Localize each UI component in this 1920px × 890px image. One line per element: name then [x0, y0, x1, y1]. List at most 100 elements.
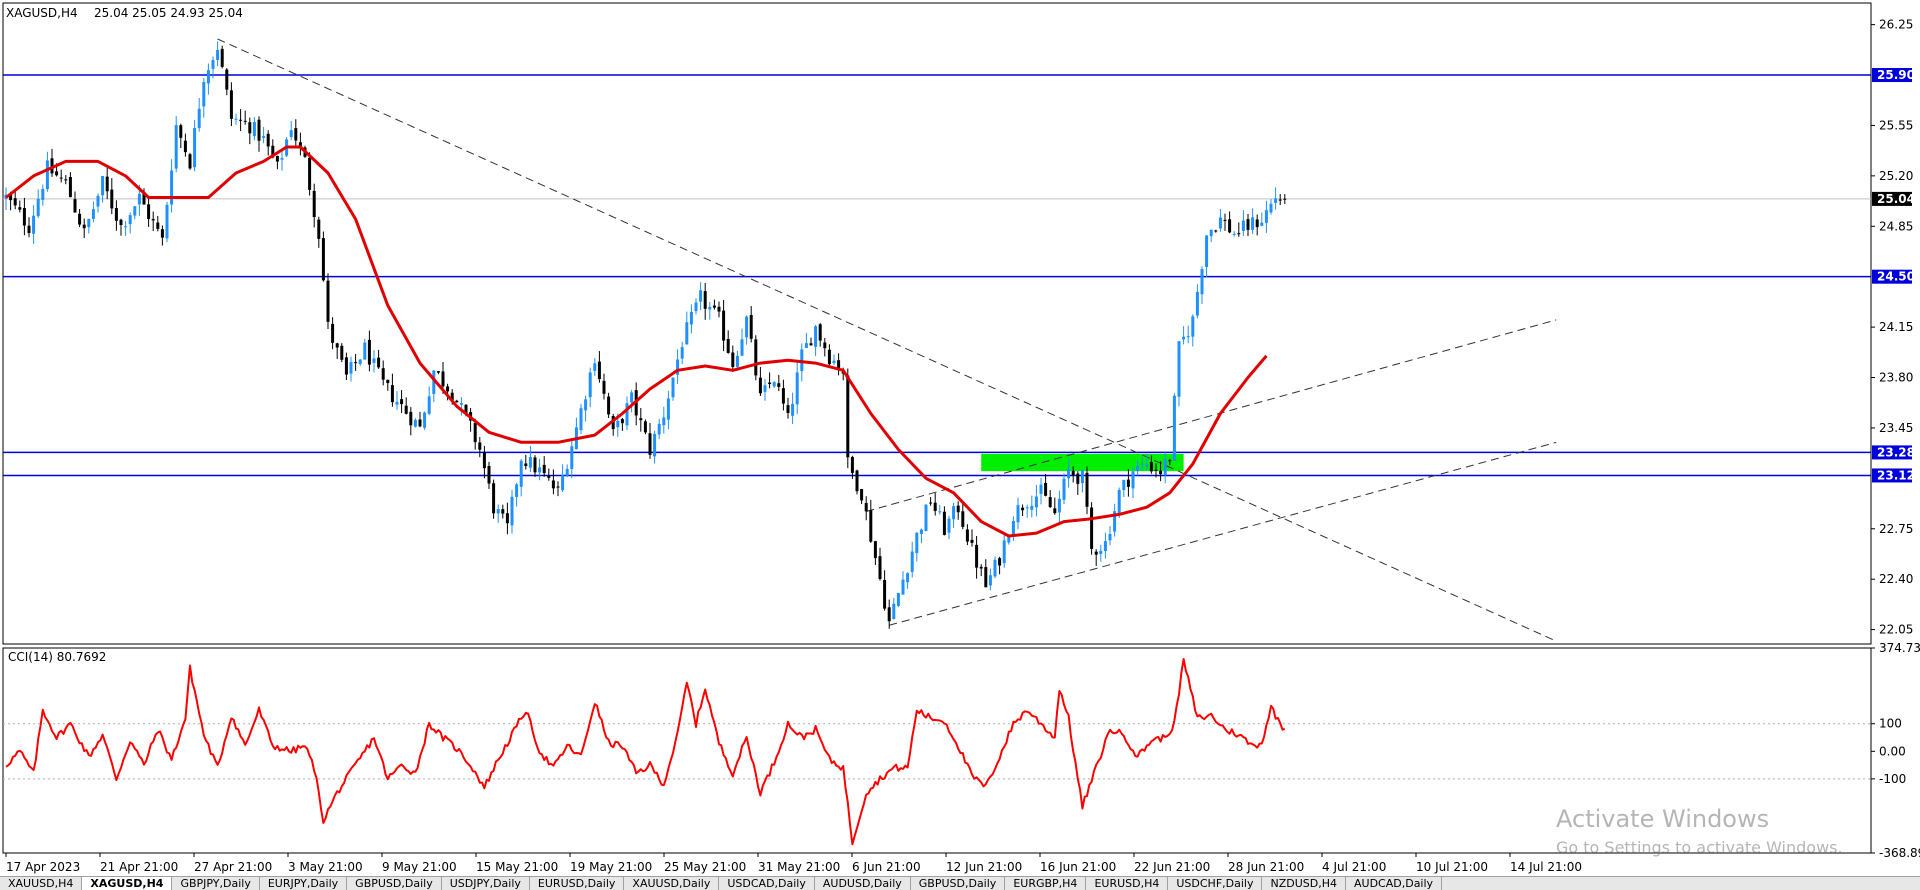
chart-tab[interactable]: USDCAD,Daily	[719, 877, 815, 890]
candle-body	[1154, 469, 1158, 471]
candle-body	[717, 306, 721, 312]
candle-body	[147, 204, 151, 219]
candle-body	[413, 419, 417, 427]
candle-body	[124, 226, 128, 228]
candle-body	[137, 193, 141, 205]
chart-tab[interactable]: USDCHF,Daily	[1168, 877, 1263, 890]
chart-tab[interactable]: AUDCAD,Daily	[1346, 877, 1443, 890]
candle-body	[846, 375, 850, 458]
chart-tab[interactable]: XAUUSD,H4	[0, 877, 83, 890]
candle-body	[588, 372, 592, 398]
candle-body	[363, 342, 367, 360]
candle-body	[9, 193, 13, 201]
candle-body	[827, 349, 831, 365]
trendline[interactable]	[889, 441, 1557, 626]
candle-body	[883, 579, 887, 609]
time-tick-label: 27 Apr 21:00	[194, 860, 272, 874]
chart-tab[interactable]: EURJPY,Daily	[260, 877, 348, 890]
candle-body	[252, 122, 256, 137]
candle-body	[680, 347, 684, 359]
moving-average-line[interactable]	[5, 145, 1268, 538]
chart-tab[interactable]: XAGUSD,H4	[82, 877, 173, 890]
candle-body	[1090, 507, 1094, 549]
chart-tabs-bar: XAUUSD,H4 XAGUSD,H4 GBPJPY,Daily EURJPY,Dai…	[0, 876, 1920, 890]
candle-body	[174, 125, 178, 169]
candle-body	[620, 419, 624, 424]
price-tick-label: 24.15	[1879, 320, 1913, 334]
trendline[interactable]	[866, 319, 1557, 512]
candle-body	[372, 358, 376, 363]
candle-body	[119, 219, 123, 226]
candle-body	[1168, 460, 1172, 462]
candle-body	[262, 136, 266, 138]
candle-body	[1030, 505, 1034, 510]
candle-body	[1103, 541, 1107, 552]
candle-body	[280, 157, 284, 160]
candle-body	[510, 496, 514, 526]
candle-body	[409, 411, 413, 426]
candle-body	[699, 290, 703, 302]
candle-body	[528, 457, 532, 468]
candle-body	[1209, 229, 1213, 237]
candle-body	[404, 405, 408, 414]
candle-body	[432, 370, 436, 394]
chart-tab[interactable]: USDJPY,Daily	[442, 877, 530, 890]
candle-body	[1255, 219, 1259, 228]
chart-tab[interactable]: EURGBP,H4	[1005, 877, 1087, 890]
candle-body	[676, 359, 680, 375]
candle-body	[381, 368, 385, 380]
trendline[interactable]	[217, 38, 1557, 642]
candle-body	[1131, 471, 1135, 489]
price-tick-label: 26.25	[1879, 18, 1913, 32]
chart-tab[interactable]: GBPUSD,Daily	[911, 877, 1006, 890]
chart-tab[interactable]: EURUSD,H4	[1086, 877, 1169, 890]
candle-body	[1062, 478, 1066, 500]
candle-body	[758, 377, 762, 394]
price-tick-label: 25.55	[1879, 118, 1913, 132]
candle-body	[791, 403, 795, 416]
candle-body	[607, 396, 611, 415]
candle-body	[712, 305, 716, 308]
candle-body	[1140, 463, 1144, 465]
time-tick-label: 9 May 21:00	[382, 860, 457, 874]
candle-body	[662, 417, 666, 426]
candle-body	[1039, 484, 1043, 494]
price-tick-label: 23.80	[1879, 371, 1913, 385]
candle-body	[538, 467, 542, 473]
candle-body	[331, 323, 335, 343]
chart-tab[interactable]: GBPUSD,Daily	[347, 877, 442, 890]
chart-tab[interactable]: NZDUSD,H4	[1262, 877, 1346, 890]
activate-windows-subtitle: Go to Settings to activate Windows.	[1556, 838, 1843, 857]
time-tick-label: 21 Apr 21:00	[100, 860, 178, 874]
candle-body	[156, 222, 160, 229]
candle-body	[547, 475, 551, 478]
chart-tab[interactable]: XAUUSD,Daily	[624, 877, 720, 890]
chart-tab[interactable]: EURUSD,Daily	[530, 877, 625, 890]
cci-axis: 374.735 100 0.00 -100 -368.898	[1871, 641, 1920, 860]
price-tick-label: 23.45	[1879, 421, 1913, 435]
candle-body	[1007, 537, 1011, 543]
candle-body	[561, 475, 565, 491]
chart-tab[interactable]: GBPJPY,Daily	[172, 877, 260, 890]
candle-body	[239, 119, 243, 121]
candle-body	[671, 377, 675, 398]
candle-body	[455, 400, 459, 403]
cci-layer	[3, 658, 1871, 846]
candle-body	[542, 464, 546, 474]
cci-line[interactable]	[5, 658, 1286, 846]
candle-body	[441, 371, 445, 387]
candle-body	[326, 280, 330, 322]
candle-body	[478, 442, 482, 450]
candle-body	[96, 195, 100, 207]
candle-body	[367, 339, 371, 365]
candle-body	[87, 218, 91, 228]
candle-body	[643, 421, 647, 433]
candle-body	[151, 219, 155, 221]
time-axis: 17 Apr 2023 21 Apr 21:00 27 Apr 21:00 3 May…	[5, 853, 1582, 874]
level-tag-label: 25.90	[1877, 68, 1915, 82]
price-tick-label: 22.75	[1879, 522, 1913, 536]
candle-body	[1269, 203, 1273, 213]
candle-body	[349, 362, 353, 374]
chart-tab[interactable]: AUDUSD,Daily	[815, 877, 911, 890]
